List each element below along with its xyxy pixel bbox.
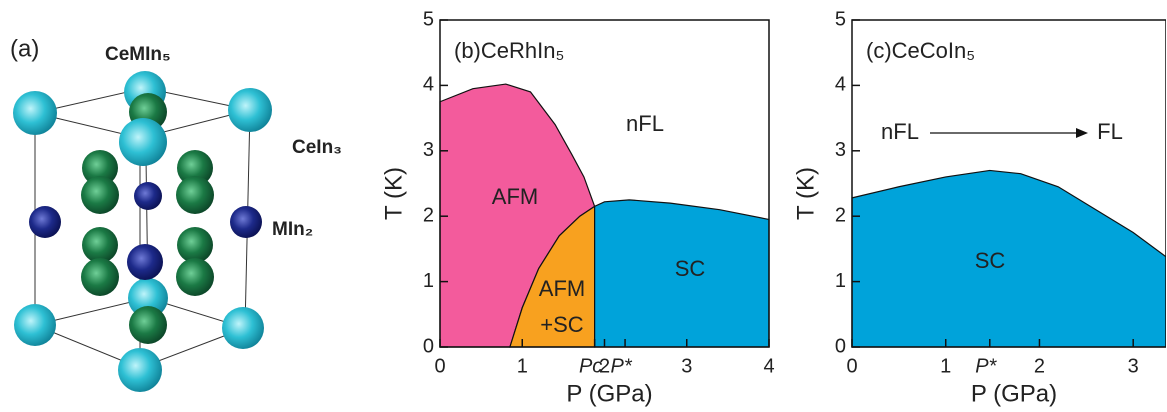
y-tick-label: 0 <box>835 335 846 357</box>
structure-label: MIn₂ <box>272 219 313 240</box>
x-tick-label: P* <box>975 355 997 377</box>
annotation: FL <box>1097 119 1123 144</box>
y-tick-label: 4 <box>423 74 434 96</box>
region-label: SC <box>975 248 1006 273</box>
x-tick-label: Pc <box>579 355 602 377</box>
x-tick-label: 3 <box>1128 355 1139 377</box>
x-tick-label: P* <box>611 355 633 377</box>
y-tick-label: 1 <box>423 270 434 292</box>
x-tick-label: 1 <box>517 355 528 377</box>
y-tick-label: 0 <box>423 335 434 357</box>
x-tick-label: 3 <box>681 355 692 377</box>
y-tick-label: 3 <box>423 139 434 161</box>
x-tick-label: 2 <box>599 355 610 377</box>
x-tick-label: 0 <box>434 355 445 377</box>
y-tick-label: 2 <box>423 204 434 226</box>
x-axis-label: P (GPa) <box>566 380 652 407</box>
annotation: nFL <box>881 119 919 144</box>
chart-title: (c)CeCoIn₅ <box>866 38 975 63</box>
region-label: AFM <box>539 276 585 301</box>
x-tick-label: 2 <box>1034 355 1045 377</box>
y-tick-label: 2 <box>835 204 846 226</box>
y-tick-label: 5 <box>835 8 846 30</box>
y-axis-label: T (K) <box>792 167 819 220</box>
y-tick-label: 4 <box>835 74 846 96</box>
x-tick-label: 0 <box>846 355 857 377</box>
region-label: AFM <box>492 184 538 209</box>
phase-diagram: 0 1 2 3 4 5 0 1 P* 2 3 (c)CeCoIn₅ P (GPa) T (K) SC nFL F… <box>792 8 1166 407</box>
x-axis-label: P (GPa) <box>971 380 1057 407</box>
panel-label: (a) <box>10 35 39 62</box>
phase-region <box>851 169 1166 348</box>
region-label: SC <box>675 256 706 281</box>
plot-frame <box>851 19 1166 348</box>
chart-title: (b)CeRhIn₅ <box>454 38 564 63</box>
x-tick-label: 1 <box>940 355 951 377</box>
region-label: +SC <box>540 312 584 337</box>
arrow-head <box>1076 128 1088 138</box>
x-tick-label: 4 <box>763 355 774 377</box>
annotation: nFL <box>626 111 664 136</box>
y-tick-label: 1 <box>835 270 846 292</box>
y-axis-label: T (K) <box>380 167 407 220</box>
atoms <box>13 71 272 392</box>
crystal-structure: (a) CeMIn₅ CeIn₃ MIn₂ <box>10 35 342 392</box>
structure-label: CeIn₃ <box>292 137 342 158</box>
y-tick-label: 3 <box>835 139 846 161</box>
y-tick-label: 5 <box>423 8 434 30</box>
structure-title: CeMIn₅ <box>105 44 171 65</box>
